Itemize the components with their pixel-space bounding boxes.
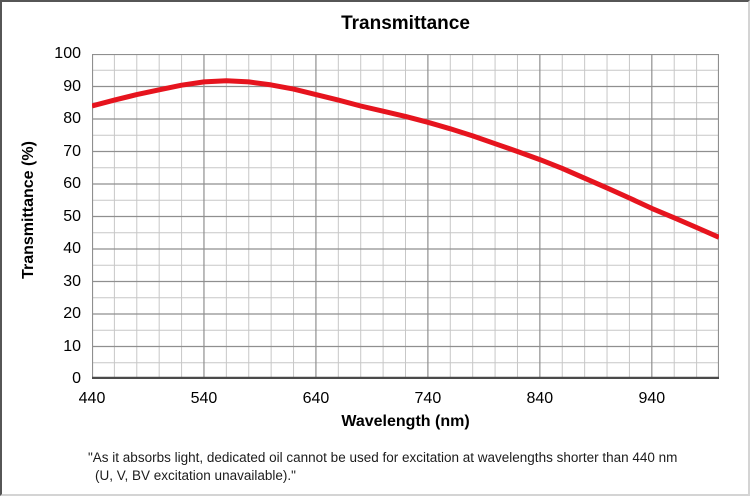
x-tick-label: 540	[190, 390, 218, 407]
x-tick-label: 840	[526, 390, 554, 407]
x-tick-label: 740	[414, 390, 442, 407]
y-tick-label: 100	[54, 45, 81, 62]
y-tick-label: 20	[63, 305, 81, 322]
plot-area	[92, 54, 719, 379]
y-tick-label: 0	[72, 370, 81, 387]
y-tick-label: 40	[63, 240, 81, 257]
y-tick-label: 80	[63, 110, 81, 127]
series-line-transmittance	[92, 78, 719, 240]
footnote-line-2: (U, V, BV excitation unavailable)."	[95, 468, 296, 483]
y-tick-label: 10	[63, 337, 81, 355]
y-tick-label: 70	[63, 142, 81, 160]
x-tick-label: 440	[78, 390, 106, 407]
x-tick-label: 940	[638, 390, 666, 407]
footnote-line-1: "As it absorbs light, dedicated oil cann…	[88, 450, 678, 465]
y-tick-label: 90	[63, 77, 81, 95]
x-tick-label: 640	[302, 390, 330, 407]
chart-title: Transmittance	[341, 13, 470, 34]
y-tick-label: 60	[63, 175, 81, 192]
y-tick-label: 30	[63, 272, 81, 290]
x-axis-title: Wavelength (nm)	[341, 413, 470, 430]
y-tick-label: 50	[63, 207, 81, 225]
